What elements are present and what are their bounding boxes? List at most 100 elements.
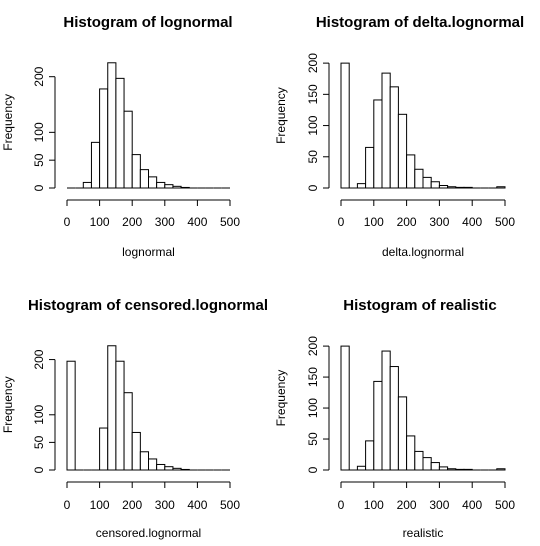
panel2-bar-325	[447, 186, 457, 189]
panel1-bar-75	[90, 141, 101, 189]
panel4-bar-150	[389, 366, 399, 471]
panel1-bar-50	[82, 181, 92, 189]
panel2-y-tick-label-150: 150	[306, 84, 320, 104]
panel2-bar-225	[414, 168, 424, 189]
panel2-x-tick-label-400: 400	[462, 215, 482, 229]
panel2-bar-0	[340, 62, 350, 189]
panel2-y-label: Frequency	[274, 87, 288, 144]
panel1-x-label: lognormal	[122, 245, 175, 259]
panel3-bar-0	[66, 360, 76, 471]
panel3-bar-175	[123, 392, 133, 471]
panel2-bar-200	[406, 154, 416, 189]
panel3-bar-300	[164, 466, 174, 471]
panel3-y-label: Frequency	[1, 376, 15, 433]
panel1-x-tick-label-0: 0	[64, 215, 71, 229]
panel1-bar-100	[99, 88, 109, 189]
panel4-bar-200	[406, 435, 416, 471]
panel4-bar-175	[397, 396, 408, 471]
panel1-x-tick-label-100: 100	[90, 215, 110, 229]
panel2-x-tick-label-100: 100	[364, 215, 384, 229]
panel3-x-tick-label-500: 500	[220, 498, 240, 512]
panel1-x-tick-label-300: 300	[155, 215, 175, 229]
panel4-x-label: realistic	[403, 526, 444, 540]
panel1-x-tick-label-400: 400	[187, 215, 207, 229]
panel1-y-tick-label-0: 0	[32, 184, 46, 191]
panel1-bar-225	[139, 169, 150, 189]
panel4-y-label: Frequency	[274, 370, 288, 427]
panel1-bar-325	[172, 185, 182, 189]
panel3-bar-100	[99, 427, 109, 471]
panel3-x-tick-label-0: 0	[64, 498, 71, 512]
panel4-x-tick-label-500: 500	[495, 498, 515, 512]
panel4-y-tick-label-100: 100	[306, 398, 320, 418]
panel2-bar-275	[430, 181, 440, 189]
panel1-x-tick-label-200: 200	[122, 215, 142, 229]
panel2-x-tick-label-300: 300	[429, 215, 449, 229]
panel3-x-tick-label-300: 300	[155, 498, 175, 512]
panel2-bar-150	[389, 86, 399, 189]
panel1-y-label: Frequency	[1, 94, 15, 151]
panel3-bar-350	[180, 468, 190, 471]
panel2-bar-75	[365, 146, 375, 189]
panel2-bar-350	[455, 186, 465, 189]
panel1-x-tick-label-500: 500	[220, 215, 240, 229]
panel4-x-tick-label-400: 400	[462, 498, 482, 512]
panel1-bar-300	[164, 184, 174, 189]
panel1-bar-250	[148, 176, 158, 189]
panel1-bar-200	[131, 154, 141, 189]
panel4-bar-250	[422, 457, 432, 471]
panel3-bar-125	[107, 345, 117, 471]
panel2-y-tick-label-0: 0	[306, 184, 320, 191]
panel4-bar-475	[496, 468, 506, 471]
panel4-bar-75	[365, 440, 375, 471]
panel1-y-tick-label-50: 50	[32, 153, 46, 167]
panel1-bar-125	[107, 62, 117, 189]
panel2-bar-375	[463, 186, 473, 189]
panel3-x-tick-label-100: 100	[90, 498, 110, 512]
panel3-title: Histogram of censored.lognormal	[28, 297, 268, 314]
panel2-bar-250	[422, 176, 432, 189]
panel3-y-tick-label-0: 0	[32, 466, 46, 473]
panel2-bar-300	[438, 185, 449, 189]
panel3-bar-200	[131, 431, 141, 471]
panel2-bar-100	[373, 99, 383, 189]
panel4-bar-375	[463, 468, 473, 471]
panel4-y-tick-label-200: 200	[306, 336, 320, 356]
panel1-title: Histogram of lognormal	[63, 14, 232, 31]
panel2-bar-475	[496, 186, 506, 189]
panel2-x-tick-label-500: 500	[495, 215, 515, 229]
panel1-bar-175	[123, 110, 133, 189]
panel3-bar-275	[156, 463, 166, 471]
panel2-title: Histogram of delta.lognormal	[316, 14, 524, 31]
panel3-x-tick-label-400: 400	[187, 498, 207, 512]
panel1-y-tick-label-100: 100	[32, 122, 46, 142]
panel2-x-tick-label-0: 0	[338, 215, 345, 229]
panel4-bar-100	[373, 380, 383, 471]
panel4-x-tick-label-200: 200	[397, 498, 417, 512]
panel2-y-tick-label-50: 50	[306, 150, 320, 164]
panel1-bar-275	[156, 181, 166, 189]
panel4-y-tick-label-150: 150	[306, 367, 320, 387]
panel1-y-tick-label-200: 200	[32, 66, 46, 86]
panel4-y-tick-label-50: 50	[306, 432, 320, 446]
panel3-x-label: censored.lognormal	[96, 526, 201, 540]
panel4-bar-225	[414, 450, 424, 471]
panel2-y-tick-label-200: 200	[306, 53, 320, 73]
panel3-y-tick-label-200: 200	[32, 349, 46, 369]
panel3-y-tick-label-50: 50	[32, 435, 46, 449]
panel2-y-tick-label-100: 100	[306, 115, 320, 135]
panel3-bar-150	[115, 360, 125, 471]
panel3-bar-250	[148, 458, 158, 471]
panel2-x-label: delta.lognormal	[382, 245, 464, 259]
panel4-bar-300	[438, 466, 449, 471]
panel2-x-tick-label-200: 200	[397, 215, 417, 229]
panel4-x-tick-label-100: 100	[364, 498, 384, 512]
panel1-bar-350	[180, 186, 190, 189]
panel4-bar-350	[455, 468, 465, 471]
panel3-bar-225	[139, 451, 150, 471]
panel2-bar-50	[356, 183, 367, 189]
panel4-bar-125	[381, 350, 391, 471]
panel4-bar-275	[430, 462, 440, 471]
